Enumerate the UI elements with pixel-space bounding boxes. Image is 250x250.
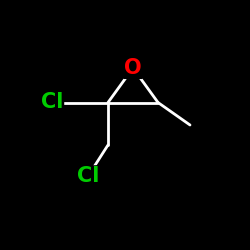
Text: O: O: [124, 58, 142, 78]
Text: Cl: Cl: [41, 92, 63, 112]
Text: Cl: Cl: [77, 166, 99, 186]
